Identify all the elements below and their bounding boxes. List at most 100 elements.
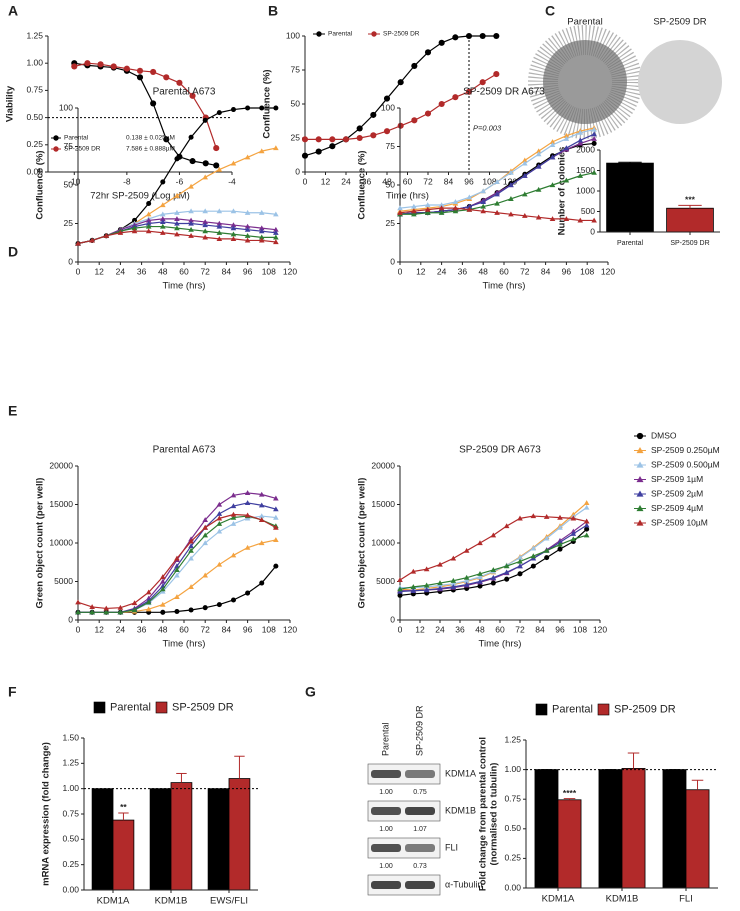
- data-point: [411, 211, 417, 217]
- data-point: [356, 125, 363, 132]
- y-tick-label: 50: [386, 179, 396, 189]
- x-tick-label: KDM1A: [542, 894, 575, 905]
- data-point: [465, 32, 473, 40]
- data-point: [438, 209, 445, 215]
- y-tick-label: 15000: [371, 499, 395, 509]
- x-tick-label: 60: [179, 624, 189, 634]
- data-point: [230, 107, 236, 113]
- colony-well-image: [638, 40, 722, 124]
- bar: [662, 769, 687, 889]
- legend-label: SP-2509 2µM: [651, 488, 703, 498]
- data-point: [145, 589, 152, 595]
- data-point: [216, 110, 222, 116]
- y-tick-label: 0.75: [504, 793, 521, 803]
- data-point: [522, 213, 528, 218]
- data-point: [160, 609, 166, 615]
- data-point: [463, 577, 470, 583]
- data-point: [557, 546, 563, 552]
- data-point: [216, 220, 223, 226]
- x-tick-label: 48: [382, 176, 392, 186]
- legend-note: 0.138 ± 0.025µM: [126, 135, 175, 142]
- data-point: [160, 574, 166, 579]
- data-point: [522, 160, 528, 166]
- x-tick-label: 60: [179, 266, 189, 276]
- data-point: [450, 584, 457, 589]
- legend-marker: [636, 447, 644, 454]
- data-point: [103, 233, 110, 238]
- y-tick-label: 0.50: [62, 834, 79, 844]
- data-point: [383, 95, 391, 102]
- bar: [207, 788, 230, 891]
- data-point: [188, 538, 194, 544]
- panel-letter: F: [8, 684, 17, 700]
- data-point: [244, 544, 251, 550]
- data-point: [188, 183, 194, 189]
- data-point: [563, 145, 570, 151]
- data-point: [549, 142, 556, 148]
- x-tick-label: 24: [116, 266, 126, 276]
- chart-title: Parental A673: [153, 445, 216, 456]
- data-point: [230, 511, 237, 517]
- x-tick-label: 84: [222, 266, 232, 276]
- data-point: [188, 226, 194, 232]
- data-point: [424, 206, 431, 212]
- y-axis-title: Viability: [5, 85, 16, 122]
- y-tick-label: 1.00: [62, 783, 79, 793]
- legend-marker: [53, 146, 59, 152]
- data-point: [466, 206, 473, 212]
- legend-label: Parental: [110, 701, 151, 713]
- data-point: [145, 223, 152, 229]
- data-point: [174, 156, 180, 162]
- legend-marker: [371, 31, 377, 37]
- data-point: [549, 139, 556, 144]
- data-point: [493, 71, 500, 78]
- y-axis-title: Green object count (per well): [357, 478, 368, 609]
- data-point: [424, 110, 432, 117]
- data-point: [563, 136, 570, 141]
- data-point: [480, 203, 486, 209]
- data-point: [437, 580, 443, 586]
- data-point: [397, 122, 404, 129]
- bar: [621, 768, 646, 889]
- legend-label: SP-2509 DR: [383, 31, 420, 38]
- blot-band: [405, 844, 435, 852]
- legend-marker: [636, 461, 644, 468]
- data-point: [216, 166, 223, 172]
- y-tick-label: 25: [386, 218, 396, 228]
- data-point: [244, 226, 251, 232]
- legend-label: SP-2509 0.250µM: [651, 445, 720, 455]
- data-point: [230, 225, 237, 231]
- data-point: [258, 502, 265, 508]
- data-point: [530, 553, 537, 559]
- x-tick-label: 36: [137, 624, 147, 634]
- y-axis-title: Number of colonies: [557, 147, 568, 236]
- x-tick-label: 84: [444, 176, 454, 186]
- data-point: [258, 491, 265, 497]
- y-tick-label: 0: [590, 226, 595, 236]
- data-point: [160, 578, 166, 584]
- blot-band: [405, 881, 435, 889]
- x-tick-label: EWS/FLI: [210, 896, 248, 907]
- chart-title: SP-2509 DR A673: [463, 87, 545, 98]
- data-point: [273, 563, 279, 569]
- data-point: [479, 32, 486, 40]
- data-point: [103, 609, 110, 615]
- x-tick-label: 24: [341, 176, 351, 186]
- data-point: [549, 182, 556, 188]
- y-tick-label: 0.75: [26, 85, 43, 95]
- data-point: [438, 100, 445, 108]
- image-label: SP-2509 DR: [653, 17, 706, 28]
- y-tick-label: 75: [64, 141, 74, 151]
- band-value: 1.00: [379, 826, 393, 833]
- data-point: [480, 188, 486, 194]
- data-point: [563, 132, 570, 138]
- x-axis-title: Time (hrs): [483, 281, 526, 292]
- x-tick-label: 12: [415, 624, 425, 634]
- data-point: [411, 117, 418, 124]
- data-point: [563, 177, 570, 183]
- data-point: [176, 79, 183, 86]
- bar: [557, 799, 582, 889]
- x-axis-title: Time (hrs): [163, 281, 206, 292]
- data-point: [494, 191, 500, 197]
